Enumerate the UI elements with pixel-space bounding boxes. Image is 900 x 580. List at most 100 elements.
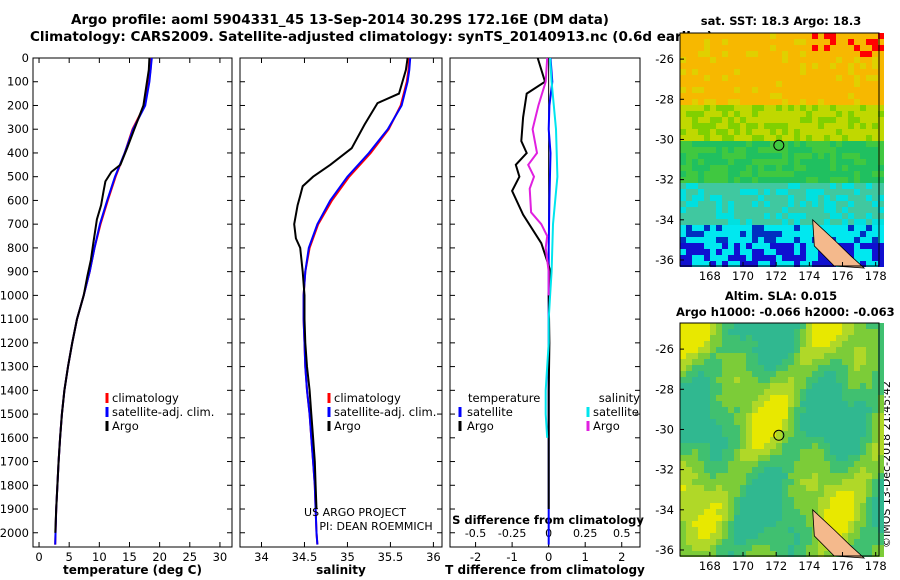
map-pixel: [818, 401, 824, 407]
map-pixel: [758, 123, 764, 129]
map-pixel: [878, 473, 884, 479]
y-tick-label: 1400: [0, 383, 29, 397]
map-pixel: [686, 243, 692, 249]
map-pixel: [818, 255, 824, 261]
map-pixel: [842, 111, 848, 117]
map-pixel: [830, 129, 836, 135]
map-pixel: [686, 377, 692, 383]
map-pixel: [842, 401, 848, 407]
y-tick-label: 1200: [0, 336, 29, 350]
map-pixel: [740, 93, 746, 99]
map-pixel: [866, 159, 872, 165]
map-pixel: [704, 69, 710, 75]
map-pixel: [680, 99, 686, 105]
map-pixel: [698, 99, 704, 105]
map-pixel: [698, 497, 704, 503]
map-pixel: [800, 521, 806, 527]
map-pixel: [698, 371, 704, 377]
map-pixel: [752, 141, 758, 147]
map-pixel: [872, 105, 878, 111]
map-pixel: [746, 63, 752, 69]
map-pixel: [746, 509, 752, 515]
map-pixel: [698, 323, 704, 329]
map-pixel: [794, 497, 800, 503]
map-pixel: [764, 135, 770, 141]
map-pixel: [836, 39, 842, 45]
map-pixel: [860, 99, 866, 105]
map-pixel: [758, 449, 764, 455]
map-pixel: [722, 329, 728, 335]
map-pixel: [692, 213, 698, 219]
map-pixel: [800, 461, 806, 467]
map-pixel: [704, 219, 710, 225]
map-pixel: [680, 51, 686, 57]
map-pixel: [716, 491, 722, 497]
map-pixel: [860, 45, 866, 51]
map-pixel: [842, 165, 848, 171]
map-pixel: [776, 117, 782, 123]
map-pixel: [806, 383, 812, 389]
map-pixel: [878, 515, 884, 521]
map-pixel: [878, 105, 884, 111]
map-pixel: [836, 147, 842, 153]
map-pixel: [848, 201, 854, 207]
map-pixel: [794, 195, 800, 201]
map-pixel: [680, 81, 686, 87]
map-pixel: [794, 491, 800, 497]
map-pixel: [842, 129, 848, 135]
map-pixel: [848, 389, 854, 395]
map-pixel: [728, 213, 734, 219]
map-pixel: [872, 243, 878, 249]
map-pixel: [812, 105, 818, 111]
map-pixel: [746, 527, 752, 533]
map-pixel: [806, 213, 812, 219]
map-pixel: [860, 437, 866, 443]
map-pixel: [782, 189, 788, 195]
map-pixel: [782, 515, 788, 521]
map-pixel: [812, 141, 818, 147]
map-pixel: [788, 57, 794, 63]
map-pixel: [800, 329, 806, 335]
map-pixel: [698, 383, 704, 389]
map-pixel: [878, 491, 884, 497]
y-tick-label: 1500: [0, 407, 29, 421]
map-pixel: [854, 437, 860, 443]
map-pixel: [686, 99, 692, 105]
map-pixel: [872, 353, 878, 359]
map-pixel: [818, 479, 824, 485]
map-pixel: [824, 261, 830, 267]
map-pixel: [686, 389, 692, 395]
map-pixel: [740, 437, 746, 443]
map-pixel: [788, 389, 794, 395]
map-pixel: [770, 117, 776, 123]
map-pixel: [776, 135, 782, 141]
map-pixel: [746, 407, 752, 413]
map-pixel: [824, 33, 830, 39]
map-pixel: [746, 111, 752, 117]
map-pixel: [818, 129, 824, 135]
map-pixel: [818, 153, 824, 159]
map-pixel: [848, 189, 854, 195]
map-pixel: [770, 425, 776, 431]
map-pixel: [698, 135, 704, 141]
map-pixel: [854, 401, 860, 407]
map-pixel: [854, 449, 860, 455]
map-pixel: [722, 515, 728, 521]
map-pixel: [794, 395, 800, 401]
map-pixel: [734, 491, 740, 497]
map-pixel: [746, 117, 752, 123]
map-pixel: [740, 401, 746, 407]
map-pixel: [746, 485, 752, 491]
map-pixel: [860, 255, 866, 261]
map-pixel: [860, 225, 866, 231]
map-pixel: [746, 99, 752, 105]
map-pixel: [842, 395, 848, 401]
map-pixel: [728, 123, 734, 129]
map-pixel: [782, 467, 788, 473]
map-pixel: [710, 527, 716, 533]
map-pixel: [836, 63, 842, 69]
map-pixel: [698, 455, 704, 461]
map-pixel: [698, 261, 704, 267]
map-pixel: [872, 183, 878, 189]
map-pixel: [812, 443, 818, 449]
